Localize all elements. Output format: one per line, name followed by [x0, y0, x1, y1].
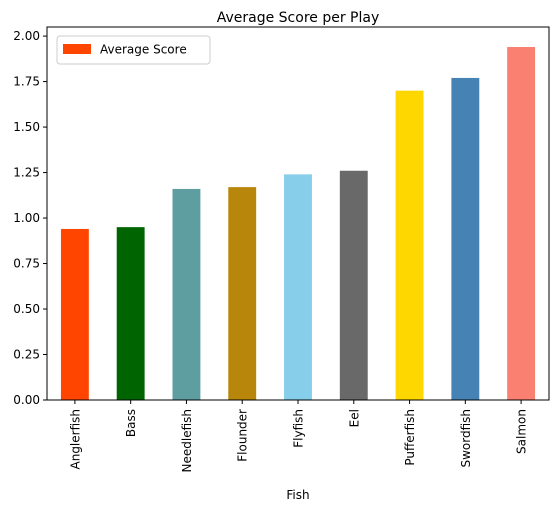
legend-label: Average Score	[100, 43, 187, 57]
y-axis: 0.00 0.25 0.50 0.75 1.00 1.25 1.50 1.75 2.00	[13, 29, 47, 407]
x-axis-label: Fish	[286, 488, 309, 502]
x-axis: Anglerfish Bass Needlefish Flounder Flyfish E…	[68, 400, 529, 473]
x-tick-label: Swordfish	[459, 409, 473, 468]
bar-needlefish	[172, 188, 201, 400]
bar-anglerfish	[60, 228, 89, 400]
bar-flounder	[228, 187, 257, 400]
chart-title: Average Score per Play	[217, 10, 380, 26]
bars-group	[60, 47, 536, 401]
y-tick-label: 1.25	[13, 166, 40, 180]
bar-eel	[339, 170, 368, 400]
legend-swatch	[63, 44, 91, 54]
x-tick-label: Pufferfish	[403, 409, 417, 466]
y-tick-label: 1.00	[13, 211, 40, 225]
x-tick-label: Flyfish	[292, 409, 306, 448]
y-tick-label: 1.50	[13, 120, 40, 134]
bar-pufferfish	[395, 90, 424, 401]
y-tick-label: 0.00	[13, 393, 40, 407]
plot-frame	[46, 26, 550, 401]
y-tick-label: 1.75	[13, 75, 40, 89]
x-tick-label: Flounder	[236, 409, 250, 462]
legend: Average Score	[56, 35, 211, 65]
y-tick-label: 0.75	[13, 257, 40, 271]
bar-flyfish	[284, 174, 312, 400]
x-tick-label: Bass	[124, 409, 138, 437]
legend-box	[56, 35, 211, 65]
x-tick-label: Eel	[347, 409, 361, 427]
bar-bass	[116, 227, 145, 400]
y-tick-label: 0.25	[13, 348, 40, 362]
bar-salmon	[507, 47, 536, 400]
y-tick-label: 0.50	[13, 302, 40, 316]
bar-swordfish	[451, 77, 480, 400]
y-tick-label: 2.00	[13, 29, 40, 43]
x-tick-label: Needlefish	[180, 409, 194, 473]
x-tick-label: Salmon	[515, 409, 529, 454]
x-tick-label: Anglerfish	[68, 409, 82, 470]
